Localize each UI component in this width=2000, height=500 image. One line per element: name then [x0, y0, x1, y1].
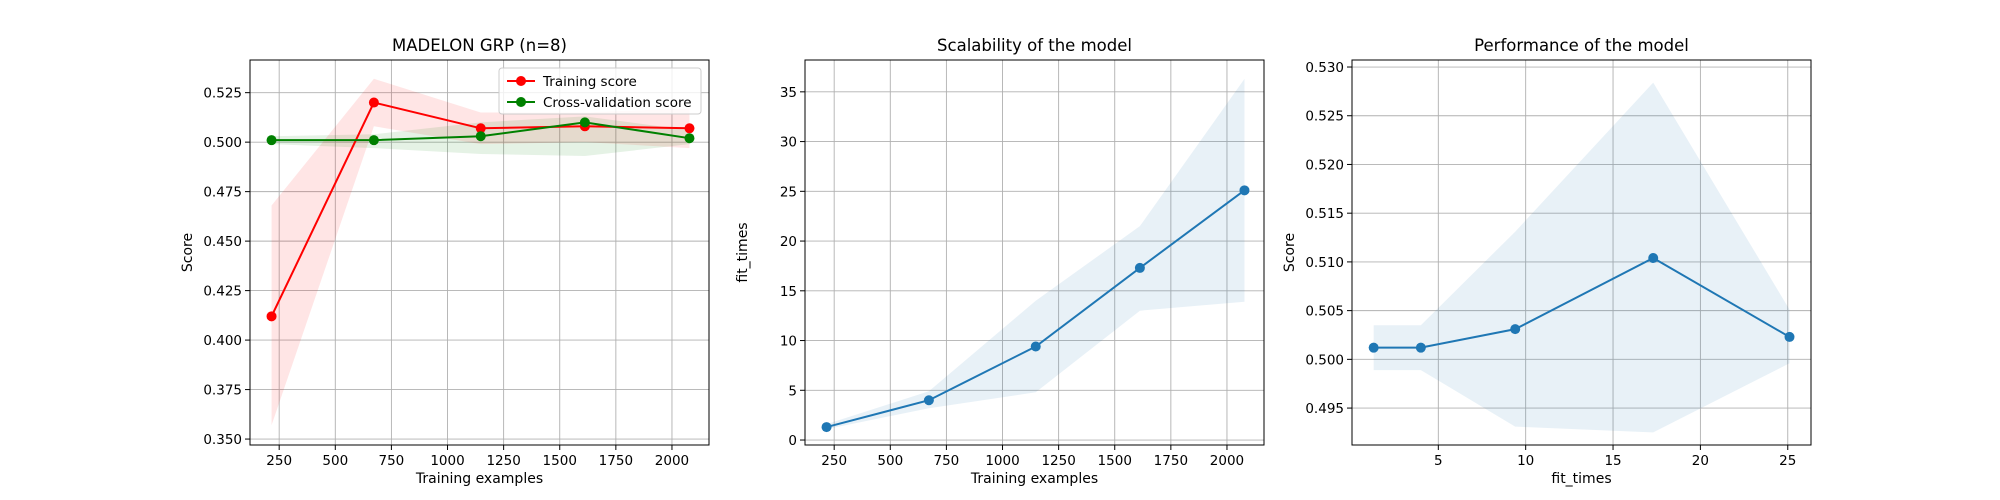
- x-tick-label: 15: [1604, 453, 1621, 469]
- y-tick-label: 0.510: [1305, 255, 1344, 271]
- series-1-point: [1030, 341, 1041, 352]
- x-tick-label: 1750: [599, 453, 633, 469]
- series-1-point: [923, 395, 934, 406]
- x-axis-label: Training examples: [970, 471, 1098, 487]
- y-tick-label: 10: [780, 334, 797, 350]
- series-1-point: [821, 422, 832, 433]
- y-axis-label: Score: [180, 233, 196, 272]
- chart-title: Performance of the model: [1474, 36, 1689, 55]
- x-tick-label: 250: [821, 453, 847, 469]
- x-tick-label: 750: [379, 453, 405, 469]
- x-tick-label: 1500: [543, 453, 577, 469]
- y-tick-label: 20: [780, 234, 797, 250]
- series-1-point: [1784, 331, 1795, 342]
- x-tick-label: 1500: [1098, 453, 1132, 469]
- legend: Training score Cross-validation score: [498, 67, 702, 115]
- x-tick-label: 20: [1692, 453, 1709, 469]
- chart-title: Scalability of the model: [937, 36, 1132, 55]
- y-tick-label: 5: [788, 383, 797, 399]
- y-tick-label: 0.500: [203, 135, 242, 151]
- y-tick-label: 0.425: [203, 284, 242, 300]
- series-1-point: [1368, 342, 1379, 353]
- x-tick-label: 250: [266, 453, 292, 469]
- x-tick-label: 1000: [985, 453, 1019, 469]
- y-tick-label: 25: [780, 184, 797, 200]
- legend-marker-1: [516, 76, 526, 86]
- legend-label-2: Cross-validation score: [543, 95, 692, 111]
- y-tick-label: 35: [780, 85, 797, 101]
- series-1-point: [368, 97, 379, 108]
- series-1-point: [266, 311, 277, 322]
- y-tick-label: 0: [788, 433, 797, 449]
- y-tick-label: 30: [780, 135, 797, 151]
- series-2-point: [684, 133, 695, 144]
- series-2-point: [368, 135, 379, 146]
- series-2-point: [475, 131, 486, 142]
- x-axis-label: fit_times: [1551, 471, 1611, 487]
- series-1-point: [475, 123, 486, 134]
- y-tick-label: 0.375: [203, 383, 242, 399]
- axes-frame: [804, 59, 1265, 446]
- x-tick-label: 2000: [1210, 453, 1244, 469]
- x-tick-label: 10: [1517, 453, 1534, 469]
- x-tick-label: 2000: [655, 453, 689, 469]
- y-axis-label: Score: [1282, 233, 1298, 272]
- legend-marker-2: [516, 97, 526, 107]
- series-1-band: [826, 78, 1245, 430]
- y-tick-label: 0.350: [203, 432, 242, 448]
- series-1-point: [684, 123, 695, 134]
- axes-frame: [249, 59, 710, 446]
- series-1-point: [1648, 253, 1659, 264]
- y-tick-label: 0.500: [1305, 352, 1344, 368]
- y-tick-label: 0.520: [1305, 157, 1344, 173]
- y-tick-label: 0.400: [203, 333, 242, 349]
- y-tick-label: 0.525: [1305, 109, 1344, 125]
- y-tick-label: 0.505: [1305, 304, 1344, 320]
- series-1-band: [1373, 82, 1790, 433]
- x-tick-label: 1250: [486, 453, 520, 469]
- y-tick-label: 0.515: [1305, 206, 1344, 222]
- series-1-point: [1134, 262, 1145, 273]
- y-tick-label: 0.525: [203, 86, 242, 102]
- y-tick-label: 0.530: [1305, 60, 1344, 76]
- chart-title: MADELON GRP (n=8): [392, 36, 567, 55]
- panel-3: 5 10 15 20 25 0.495 0.500 0.505 0.510 0.515 0.520 0…: [1282, 36, 1812, 487]
- x-tick-label: 1750: [1154, 453, 1188, 469]
- x-tick-label: 1250: [1041, 453, 1075, 469]
- series-1-point: [1510, 324, 1521, 335]
- y-axis-label: fit_times: [735, 222, 751, 282]
- y-tick-label: 0.475: [203, 185, 242, 201]
- y-tick-label: 15: [780, 284, 797, 300]
- panel-2: 250 500 750 1000 1250 1500 1750 2000 0 5 10 15 20 25 3…: [735, 36, 1265, 487]
- x-tick-label: 750: [934, 453, 960, 469]
- x-tick-label: 5: [1434, 453, 1443, 469]
- y-tick-label: 0.450: [203, 234, 242, 250]
- x-axis-label: Training examples: [415, 471, 543, 487]
- x-tick-label: 500: [877, 453, 903, 469]
- panel-1: 250 500 750 1000 1250 1500 1750 2000 0.350 0.375 0…: [180, 36, 710, 487]
- x-tick-label: 500: [322, 453, 348, 469]
- series-2-point: [579, 117, 590, 128]
- series-1-point: [1415, 342, 1426, 353]
- axes-frame: [1351, 59, 1812, 446]
- series-1-point: [1239, 185, 1250, 196]
- x-tick-label: 1000: [430, 453, 464, 469]
- legend-box: [498, 67, 702, 115]
- y-tick-label: 0.495: [1305, 401, 1344, 417]
- x-tick-label: 25: [1779, 453, 1796, 469]
- legend-label-1: Training score: [542, 74, 637, 90]
- series-2-point: [266, 135, 277, 146]
